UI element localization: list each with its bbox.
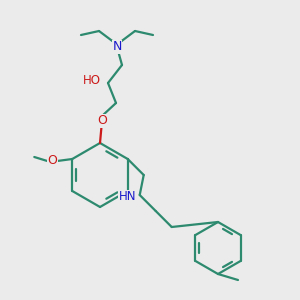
- Text: O: O: [47, 154, 57, 167]
- Text: N: N: [112, 40, 122, 53]
- Text: HN: HN: [119, 190, 136, 203]
- Text: HO: HO: [83, 74, 101, 88]
- Text: O: O: [97, 115, 107, 128]
